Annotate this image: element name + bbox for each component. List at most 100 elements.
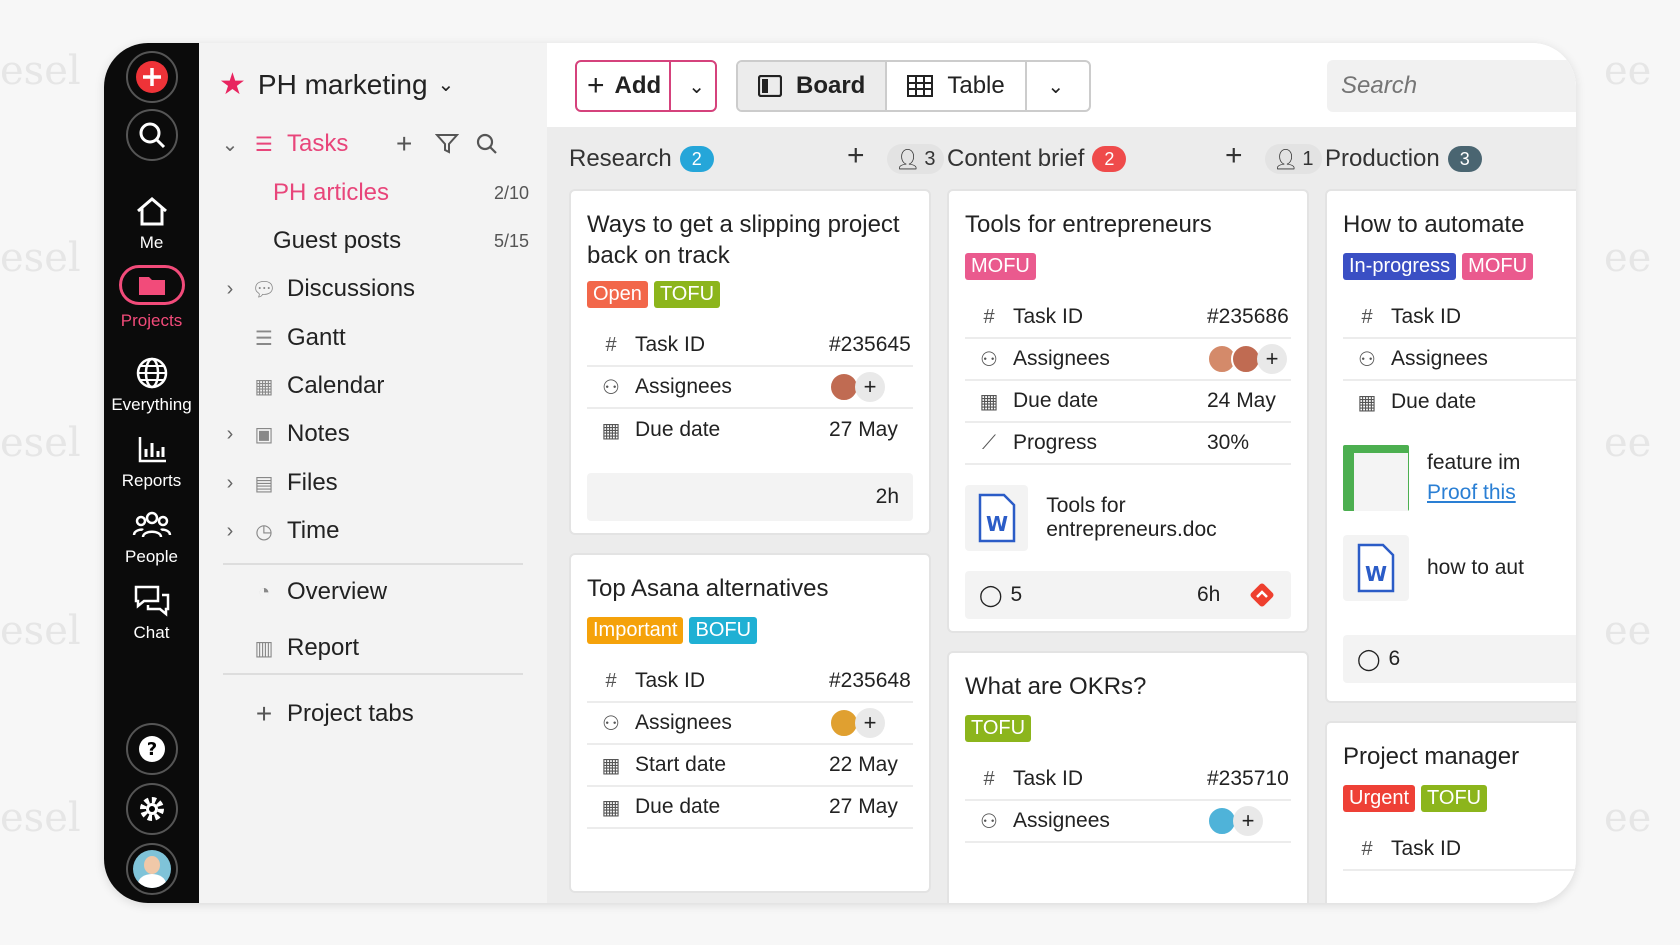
rail-everything[interactable]: Everything: [104, 355, 199, 415]
line-chart-icon: ⟋: [982, 431, 996, 454]
chevron-down-icon[interactable]: ⌄: [688, 76, 705, 98]
chevron-right-icon[interactable]: ›: [226, 277, 234, 300]
attachment[interactable]: feature im Proof this: [1343, 443, 1567, 513]
assignee-count: 1: [1302, 147, 1314, 170]
tab-board[interactable]: Board: [738, 62, 888, 110]
chevron-right-icon[interactable]: ›: [226, 471, 234, 494]
sidebar-item-label: Files: [287, 469, 338, 496]
home-icon: [136, 197, 167, 226]
field-value: #235686: [1207, 305, 1289, 328]
rail-people-label: People: [125, 547, 178, 566]
sidebar-item-files[interactable]: › ▤ Files: [199, 460, 547, 506]
hash-icon: #: [1361, 305, 1373, 328]
task-list-icon: ☰: [255, 133, 273, 156]
add-task-list-icon[interactable]: +: [396, 128, 413, 159]
task-card[interactable]: How to automate In-progress MOFU # Task …: [1325, 189, 1576, 703]
field-task-id: # Task ID #235710: [965, 759, 1291, 801]
card-footer: 2h: [587, 473, 913, 521]
add-assignee-icon[interactable]: +: [1233, 806, 1263, 836]
rail-people[interactable]: People: [104, 507, 199, 567]
rail-reports[interactable]: Reports: [104, 431, 199, 491]
add-assignee-icon[interactable]: +: [855, 372, 885, 402]
tab-table[interactable]: Table: [887, 62, 1027, 110]
time-estimate: 6h: [1197, 583, 1221, 606]
add-project-tab[interactable]: + Project tabs: [199, 691, 547, 737]
chevron-right-icon[interactable]: ›: [226, 519, 234, 542]
sidebar-item-report[interactable]: ▥ Report: [199, 625, 547, 671]
card-title: Tools for entrepreneurs: [965, 211, 1212, 238]
gantt-icon: ☰: [255, 327, 273, 350]
rail-projects[interactable]: Projects: [104, 265, 199, 331]
sidebar-item-discussions[interactable]: › 💬︎ Discussions: [199, 266, 547, 312]
tag-list: In-progress MOFU: [1343, 253, 1534, 280]
task-card[interactable]: Top Asana alternatives Important BOFU # …: [569, 553, 931, 893]
help-button[interactable]: ?: [126, 723, 178, 775]
task-card[interactable]: Project manager Urgent TOFU # Task ID: [1325, 721, 1576, 903]
field-assignees: ⚇ Assignees +: [965, 339, 1291, 381]
filter-icon[interactable]: [435, 133, 459, 155]
calendar-icon: ▦: [254, 375, 274, 398]
attachment[interactable]: W how to aut: [1343, 533, 1567, 603]
task-card[interactable]: What are OKRs? TOFU # Task ID #235710 ⚇ …: [947, 651, 1309, 903]
field-label: Task ID: [1391, 837, 1462, 860]
assignee-avatars[interactable]: +: [1207, 344, 1287, 374]
rail-everything-label: Everything: [111, 395, 192, 414]
assignee-avatars[interactable]: +: [1207, 806, 1263, 836]
hash-icon: #: [605, 669, 617, 692]
field-due-date: ▦ Due date 27 May: [587, 409, 913, 451]
proof-link[interactable]: Proof this: [1427, 481, 1516, 504]
task-card[interactable]: Tools for entrepreneurs MOFU # Task ID #…: [947, 189, 1309, 633]
sidebar-item-overview[interactable]: ◔ Overview: [199, 569, 547, 615]
more-views-button[interactable]: ⌄: [1027, 62, 1085, 110]
count-badge: 2: [679, 146, 714, 172]
column-assignees-badge[interactable]: 👤︎ 1: [1265, 144, 1322, 174]
search-icon[interactable]: [475, 132, 499, 156]
field-value: #235645: [829, 333, 911, 356]
add-new-button[interactable]: [126, 51, 178, 103]
sidebar-item-ph-articles[interactable]: PH articles 2/10: [199, 170, 547, 216]
chevron-right-icon[interactable]: ›: [226, 422, 234, 445]
column-assignees-badge[interactable]: 👤︎ 3: [887, 144, 944, 174]
settings-button[interactable]: [126, 783, 178, 835]
tag: Urgent: [1343, 785, 1416, 812]
add-task-button[interactable]: +: [1225, 139, 1243, 172]
sidebar-item-tasks[interactable]: ⌄ ☰ Tasks +: [199, 121, 547, 167]
rail-me[interactable]: Me: [104, 193, 199, 253]
people-icon: ⚇: [980, 348, 998, 371]
task-card[interactable]: Ways to get a slipping project back on t…: [569, 189, 931, 535]
add-task-button[interactable]: +: [847, 139, 865, 172]
sidebar-item-calendar[interactable]: ▦ Calendar: [199, 363, 547, 409]
sidebar-item-guest-posts[interactable]: Guest posts 5/15: [199, 218, 547, 264]
assignee-avatars[interactable]: +: [829, 372, 885, 402]
star-icon[interactable]: ★: [219, 68, 246, 101]
project-switcher[interactable]: ★ PH marketing ⌄: [219, 67, 454, 102]
attachment[interactable]: W Tools for entrepreneurs.doc: [965, 483, 1291, 553]
user-avatar-button[interactable]: [126, 843, 178, 895]
sidebar-item-gantt[interactable]: ☰ Gantt: [199, 315, 547, 361]
hash-icon: #: [983, 305, 995, 328]
chevron-down-icon[interactable]: ⌄: [221, 133, 239, 156]
tab-label: Board: [796, 72, 866, 99]
tag: In-progress: [1343, 253, 1457, 280]
comment-count: 5: [1010, 583, 1023, 606]
field-task-id: # Task ID #235645: [587, 325, 913, 367]
rail-chat[interactable]: Chat: [104, 583, 199, 643]
add-button[interactable]: + Add ⌄: [575, 60, 717, 112]
sidebar-item-label: PH articles: [273, 179, 390, 206]
search-input[interactable]: [1327, 60, 1576, 112]
avatar: [133, 850, 171, 888]
add-assignee-icon[interactable]: +: [1257, 344, 1287, 374]
chat-icon: [134, 585, 169, 617]
attachment-name: how to aut: [1427, 556, 1524, 579]
tag-list: TOFU: [965, 715, 1032, 742]
global-search-button[interactable]: [126, 109, 178, 161]
tag-list: MOFU: [965, 253, 1036, 280]
gear-icon: [140, 797, 164, 821]
sidebar-item-notes[interactable]: › ▣ Notes: [199, 411, 547, 457]
watermark: esel: [0, 420, 81, 466]
add-assignee-icon[interactable]: +: [855, 708, 885, 738]
sidebar-item-time[interactable]: › ◷ Time: [199, 508, 547, 554]
assignee-avatars[interactable]: +: [829, 708, 885, 738]
comment-icon: ◯: [979, 583, 1003, 607]
card-title: Project manager: [1343, 743, 1520, 770]
